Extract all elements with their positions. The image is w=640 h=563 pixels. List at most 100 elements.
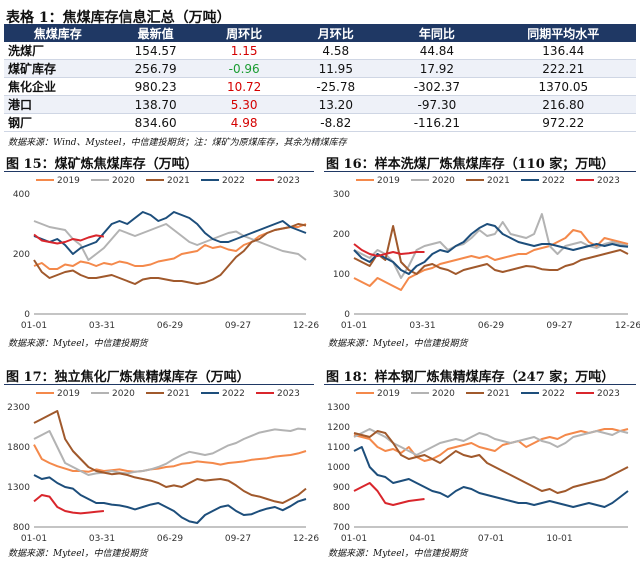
table-header-row: 焦煤库存 最新值 周环比 月环比 年同比 同期平均水平 bbox=[4, 24, 636, 42]
y-tick-label: 1300 bbox=[327, 403, 350, 413]
x-tick-label: 12-26 bbox=[615, 321, 640, 331]
legend-label-2022: 2022 bbox=[542, 389, 565, 399]
mom-change: -25.78 bbox=[288, 77, 384, 96]
legend-label-2022: 2022 bbox=[222, 389, 245, 399]
x-tick-label: 09-27 bbox=[225, 534, 251, 544]
x-tick-label: 10-01 bbox=[546, 534, 572, 544]
x-tick-label: 06-29 bbox=[478, 321, 504, 331]
table-header-cell: 周环比 bbox=[199, 24, 289, 42]
chart-16-title-rule bbox=[324, 171, 636, 172]
yoy-change: -97.30 bbox=[383, 95, 491, 114]
latest-value: 138.70 bbox=[111, 95, 200, 114]
table-header-cell: 最新值 bbox=[111, 24, 200, 42]
x-tick-label: 09-27 bbox=[546, 321, 572, 331]
series-line-2021 bbox=[353, 430, 629, 494]
row-label: 洗煤厂 bbox=[4, 42, 112, 60]
y-tick-label: 900 bbox=[333, 483, 350, 493]
chart-17-title: 图 17：独立焦化厂炼焦精煤库存（万吨） bbox=[6, 370, 250, 385]
series-line-2020 bbox=[33, 220, 307, 261]
x-tick-label: 07-01 bbox=[478, 534, 504, 544]
legend-label-2023: 2023 bbox=[597, 389, 620, 399]
row-label: 焦化企业 bbox=[4, 77, 112, 96]
legend-label-2021: 2021 bbox=[487, 176, 510, 186]
table-row: 港口 138.70 5.30 13.20 -97.30 216.80 bbox=[4, 95, 636, 114]
y-tick-label: 1000 bbox=[327, 463, 350, 473]
yoy-change: 17.92 bbox=[383, 59, 491, 78]
wow-change: -0.96 bbox=[199, 59, 289, 78]
yoy-change: -302.37 bbox=[383, 77, 491, 96]
x-tick-label: 12-26 bbox=[293, 321, 319, 331]
chart-18-title-rule bbox=[324, 384, 636, 385]
chart-15-plot: 2019 2020 2021 2022 2023 0 200 400 01-01 03-31 06-… bbox=[13, 176, 320, 331]
legend-label-2021: 2021 bbox=[487, 389, 510, 399]
coking-coal-inventory-table: 焦煤库存 最新值 周环比 月环比 年同比 同期平均水平 洗煤厂 154.57 1.1… bbox=[4, 24, 636, 132]
legend-label-2019: 2019 bbox=[57, 389, 80, 399]
table-body: 洗煤厂 154.57 1.15 4.58 44.84 136.44 煤矿库存 256.79 -0… bbox=[4, 42, 636, 132]
legend-label-2023: 2023 bbox=[597, 176, 620, 186]
period-average: 136.44 bbox=[490, 42, 636, 60]
x-tick-label: 01-01 bbox=[341, 534, 367, 544]
period-average: 216.80 bbox=[490, 95, 636, 114]
x-tick-label: 01-01 bbox=[21, 321, 47, 331]
x-tick-label: 03-31 bbox=[409, 321, 435, 331]
series-line-2022 bbox=[33, 474, 307, 524]
wow-change: 1.15 bbox=[199, 42, 289, 60]
wow-change: 5.30 bbox=[199, 95, 289, 114]
chart-15-source: 数据来源：Myteel，中信建投期货 bbox=[8, 339, 148, 349]
series-line-2020 bbox=[353, 213, 629, 279]
y-tick-label: 700 bbox=[333, 523, 350, 533]
period-average: 222.21 bbox=[490, 59, 636, 78]
x-tick-label: 01-01 bbox=[341, 321, 367, 331]
y-tick-label: 1200 bbox=[327, 423, 350, 433]
row-label: 煤矿库存 bbox=[4, 59, 112, 78]
x-tick-label: 06-29 bbox=[157, 321, 183, 331]
x-tick-label: 09-27 bbox=[225, 321, 251, 331]
table-header-cell: 月环比 bbox=[288, 24, 384, 42]
legend-label-2019: 2019 bbox=[377, 176, 400, 186]
series-line-2021 bbox=[353, 225, 629, 275]
y-tick-label: 800 bbox=[13, 523, 30, 533]
x-tick-label: 06-29 bbox=[157, 534, 183, 544]
mom-change: -8.82 bbox=[288, 113, 384, 132]
chart-18-title: 图 18：样本钢厂炼焦精煤库存（247 家；万吨） bbox=[326, 370, 615, 385]
y-tick-label: 2300 bbox=[7, 403, 30, 413]
row-label: 钢厂 bbox=[4, 113, 112, 132]
table-header-cell: 同期平均水平 bbox=[490, 24, 636, 42]
mom-change: 13.20 bbox=[288, 95, 384, 114]
legend-label-2021: 2021 bbox=[167, 176, 190, 186]
x-tick-label: 03-31 bbox=[89, 321, 115, 331]
latest-value: 256.79 bbox=[111, 59, 200, 78]
table-header-cell: 年同比 bbox=[383, 24, 491, 42]
x-tick-label: 03-31 bbox=[89, 534, 115, 544]
table-row: 洗煤厂 154.57 1.15 4.58 44.84 136.44 bbox=[4, 42, 636, 60]
y-tick-label: 1800 bbox=[7, 443, 30, 453]
series-line-2021 bbox=[33, 410, 307, 504]
series-line-2022 bbox=[33, 211, 307, 255]
legend-label-2019: 2019 bbox=[57, 176, 80, 186]
series-line-2023 bbox=[353, 243, 425, 257]
y-tick-label: 400 bbox=[13, 190, 30, 200]
y-tick-label: 0 bbox=[24, 310, 30, 320]
mom-change: 11.95 bbox=[288, 59, 384, 78]
table-row: 钢厂 834.60 4.98 -8.82 -116.21 972.22 bbox=[4, 113, 636, 132]
yoy-change: -116.21 bbox=[383, 113, 491, 132]
legend-label-2020: 2020 bbox=[432, 389, 455, 399]
wow-change: 10.72 bbox=[199, 77, 289, 96]
table-source-note: 数据来源：Wind、Mysteel，中信建投期货；注：煤矿为原煤库存，其余为精煤… bbox=[8, 138, 347, 148]
series-line-2023 bbox=[33, 494, 105, 515]
legend-label-2020: 2020 bbox=[112, 389, 135, 399]
wow-change: 4.98 bbox=[199, 113, 289, 132]
table-header-cell: 焦煤库存 bbox=[4, 24, 112, 42]
chart-18-source: 数据来源：Myteel，中信建投期货 bbox=[328, 549, 468, 559]
latest-value: 980.23 bbox=[111, 77, 200, 96]
chart-15-title: 图 15：煤矿炼焦煤库存（万吨） bbox=[6, 157, 198, 172]
y-tick-label: 0 bbox=[344, 310, 350, 320]
y-tick-label: 200 bbox=[13, 250, 30, 260]
legend-label-2023: 2023 bbox=[277, 389, 300, 399]
y-tick-label: 800 bbox=[333, 503, 350, 513]
y-tick-label: 1100 bbox=[327, 443, 350, 453]
row-label: 港口 bbox=[4, 95, 112, 114]
series-line-2020 bbox=[353, 428, 629, 456]
series-line-2021 bbox=[33, 223, 307, 285]
series-line-2023 bbox=[353, 482, 425, 506]
